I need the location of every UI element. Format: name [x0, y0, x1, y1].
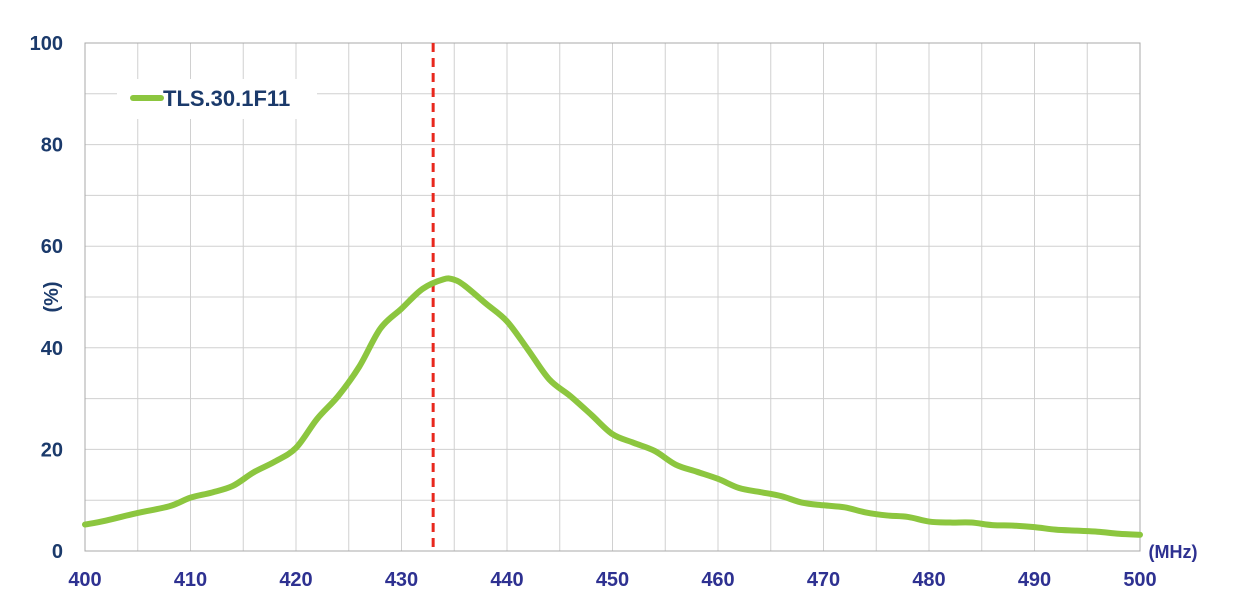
legend: TLS.30.1F11	[117, 79, 317, 119]
grid	[84, 42, 1141, 552]
y-tick-label: 20	[41, 439, 63, 461]
x-tick-label: 470	[807, 569, 840, 591]
x-tick-label: 450	[596, 569, 629, 591]
y-tick-label: 60	[41, 236, 63, 258]
x-tick-label: 420	[279, 569, 312, 591]
y-tick-label: 40	[41, 338, 63, 360]
plot-border	[84, 42, 1141, 552]
x-tick-label: 500	[1123, 569, 1156, 591]
series-line-0	[82, 275, 1143, 538]
x-tick-label: 490	[1018, 569, 1051, 591]
y-tick-label: 0	[52, 541, 63, 563]
x-tick-label: 410	[174, 569, 207, 591]
legend-label: TLS.30.1F11	[163, 86, 290, 111]
y-axis-label: (%)	[41, 281, 63, 312]
x-tick-label: 430	[385, 569, 418, 591]
x-tick-label: 440	[490, 569, 523, 591]
axes: 0 20 40 60 80 100 400 410 420 430 440 450 460 470 480 4…	[30, 33, 1198, 591]
y-tick-label: 100	[30, 33, 63, 55]
x-axis-unit-label: (MHz)	[1149, 542, 1198, 562]
x-tick-label: 400	[68, 569, 101, 591]
x-tick-label: 460	[701, 569, 734, 591]
series-group	[82, 275, 1143, 538]
y-tick-label: 80	[41, 135, 63, 157]
x-tick-label: 480	[912, 569, 945, 591]
